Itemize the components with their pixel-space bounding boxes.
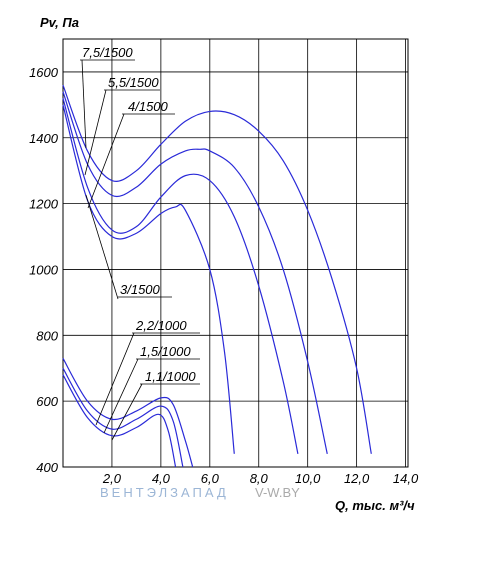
curve [62,98,299,454]
curve-label: 1,1/1000 [145,369,196,384]
leader-line [84,89,107,176]
x-tick-label: 2,0 [102,471,122,486]
y-tick-label: 1000 [29,262,59,277]
curve-label: 7,5/1500 [82,45,133,60]
y-axis-label: Pv, Па [40,15,79,30]
leader-line [85,194,119,300]
y-tick-label: 1600 [29,65,59,80]
y-tick-label: 1200 [29,197,59,212]
leader-line [87,113,125,209]
y-tick-label: 600 [36,394,58,409]
leader-line [111,383,143,441]
leader-line [81,59,87,149]
x-tick-label: 14,0 [393,471,419,486]
x-tick-label: 10,0 [295,471,321,486]
curve [62,367,184,468]
curve [62,84,372,454]
curve-label: 1,5/1000 [140,344,191,359]
x-tick-label: 6,0 [201,471,220,486]
y-tick-label: 1400 [29,131,59,146]
curve [62,104,235,454]
curve-label: 4/1500 [128,99,169,114]
leader-line [95,332,135,426]
curve [62,358,194,468]
x-tick-label: 8,0 [250,471,269,486]
curve-label: 2,2/1000 [135,318,187,333]
watermark: ВЕНТЭЛЗАПАД [100,485,229,500]
watermark: V-W.BY [255,485,300,500]
leader-line [103,358,139,434]
curve [62,91,328,454]
plot-frame [62,38,409,468]
curve [62,374,177,468]
y-tick-label: 400 [36,460,58,475]
x-axis-label: Q, тыс. м³/ч [335,498,415,513]
x-tick-label: 4,0 [152,471,171,486]
y-tick-label: 800 [36,328,58,343]
curve-label: 3/1500 [120,282,161,297]
curve-label: 5,5/1500 [108,75,159,90]
x-tick-label: 12,0 [344,471,370,486]
